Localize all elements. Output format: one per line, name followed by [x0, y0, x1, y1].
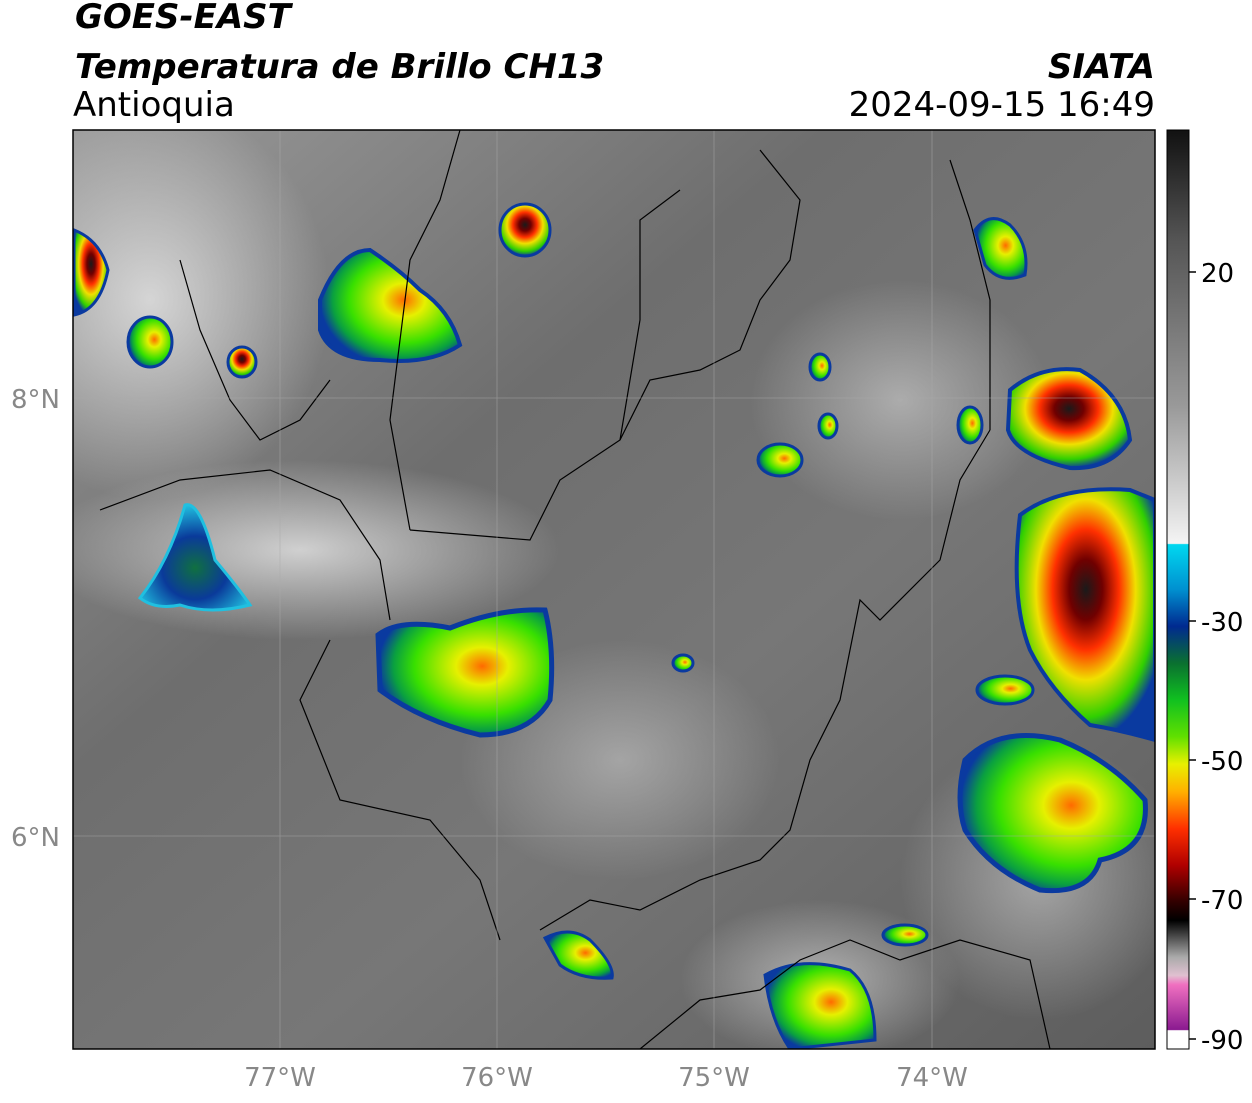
- map-frame: [72, 129, 1156, 1050]
- colorbar-label: -30: [1201, 608, 1243, 638]
- colorbar-label: 20: [1201, 259, 1234, 289]
- satellite: GOES-EAST: [75, 0, 294, 37]
- source: SIATA: [1048, 47, 1155, 87]
- timestamp: 2024-09-15 16:49: [849, 85, 1155, 125]
- region: Antioquia: [73, 85, 235, 125]
- lon-label: 77°W: [244, 1063, 316, 1093]
- lon-label: 76°W: [461, 1063, 533, 1093]
- lon-label: 74°W: [896, 1063, 968, 1093]
- product: Temperatura de Brillo CH13: [75, 47, 604, 87]
- lat-label: 8°N: [11, 385, 60, 415]
- colorbar-label: -70: [1201, 886, 1243, 916]
- colorbar: [1166, 129, 1190, 1050]
- lat-label: 6°N: [11, 823, 60, 853]
- lon-label: 75°W: [678, 1063, 750, 1093]
- colorbar-label: -50: [1201, 747, 1243, 777]
- colorbar-label: -90: [1201, 1026, 1243, 1056]
- map-image: [73, 130, 1155, 1049]
